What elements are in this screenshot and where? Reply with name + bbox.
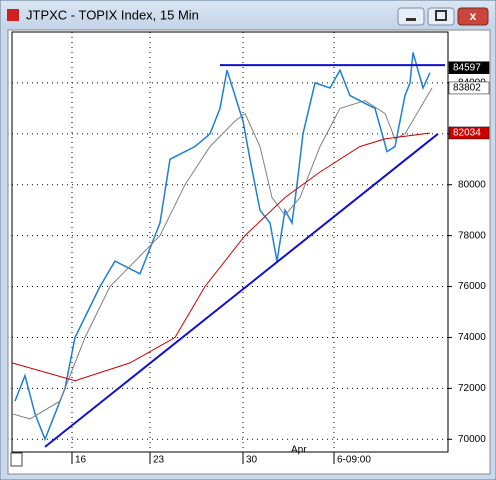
- minimize-icon: [406, 18, 416, 21]
- trend-line: [44, 133, 439, 448]
- scroll-button[interactable]: [10, 452, 23, 467]
- y-tick-label: 76000: [458, 281, 486, 292]
- close-button[interactable]: [457, 7, 489, 26]
- maximize-icon: [435, 10, 447, 21]
- maximize-button[interactable]: [427, 7, 455, 26]
- price-marker: [448, 81, 490, 95]
- month-label: Apr: [291, 445, 307, 456]
- price-line: [14, 52, 431, 442]
- window-buttons: x: [397, 7, 489, 26]
- price-label: 84597: [453, 62, 481, 73]
- y-tick-label: 72000: [458, 383, 486, 394]
- window-title: JTPXC - TOPIX Index, 15 Min: [26, 7, 199, 22]
- x-tick-label: 16: [75, 455, 87, 466]
- price-label: 83802: [453, 83, 481, 94]
- price-marker: [448, 126, 490, 140]
- y-tick-label: 74000: [458, 332, 486, 343]
- moving-average-line: [11, 87, 433, 420]
- app-icon: [7, 9, 19, 21]
- minimize-button[interactable]: [397, 7, 425, 26]
- price-label: 82034: [453, 128, 481, 139]
- close-icon: x: [470, 9, 477, 23]
- y-tick-label: 78000: [458, 230, 486, 241]
- y-tick-label: 70000: [458, 434, 486, 445]
- plot-frame: [11, 31, 449, 453]
- x-tick-label: 23: [153, 455, 165, 466]
- moving-average-line: [11, 132, 431, 382]
- price-marker: [448, 61, 490, 74]
- y-tick-label: 80000: [458, 179, 486, 190]
- x-tick-label: 6-09:00: [337, 455, 371, 466]
- x-tick-label: 30: [246, 455, 258, 466]
